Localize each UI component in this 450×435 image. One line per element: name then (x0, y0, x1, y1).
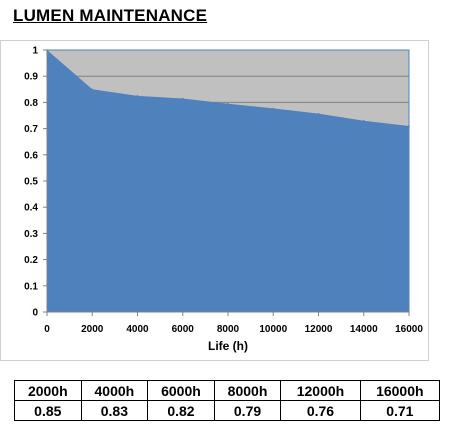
table-header-cell: 6000h (147, 380, 215, 401)
x-axis-title: Life (h) (208, 339, 248, 353)
y-tick-label: 0.7 (24, 124, 38, 135)
chart-title: LUMEN MAINTENANCE (13, 6, 208, 25)
y-tick-label: 0.5 (24, 177, 38, 188)
data-point (362, 119, 365, 122)
x-tick-label: 2000 (81, 324, 104, 335)
y-tick-label: 0.1 (24, 281, 38, 292)
table-header-row: 2000h 4000h 6000h 8000h 12000h 16000h (14, 380, 441, 401)
y-tick-label: 0.9 (24, 72, 38, 83)
table-value-cell: 0.83 (80, 400, 149, 421)
x-tick-label: 12000 (305, 324, 333, 335)
data-point (272, 107, 275, 110)
y-tick-label: 0.6 (24, 150, 38, 161)
table-header-cell: 12000h (280, 380, 361, 401)
y-tick-label: 0.2 (24, 255, 38, 266)
data-point (227, 102, 229, 105)
data-point (91, 88, 94, 91)
table-value-cell: 0.85 (14, 400, 82, 421)
y-tick-label: 0.8 (24, 98, 38, 109)
area-series (47, 50, 409, 312)
y-tick-label: 1 (32, 46, 38, 57)
data-point (136, 95, 139, 97)
chart-svg: 0 0.1 0.2 0.3 0.4 0.5 0.6 0.7 0.8 0.9 1 0 2000 4000 60… (0, 40, 429, 361)
table-value-cell: 0.79 (213, 400, 282, 421)
table-header-cell: 8000h (213, 380, 282, 401)
lumen-table: 2000h 4000h 6000h 8000h 12000h 16000h 0.… (14, 380, 441, 421)
x-tick-label: 10000 (259, 324, 287, 335)
y-tick-label: 0.4 (24, 203, 38, 214)
table-header-cell: 4000h (80, 380, 149, 401)
table-header-cell: 2000h (14, 380, 82, 401)
table-value-row: 0.85 0.83 0.82 0.79 0.76 0.71 (14, 400, 441, 421)
x-tick-label: 14000 (350, 324, 378, 335)
x-tick-label: 0 (44, 324, 50, 335)
table-value-cell: 0.82 (147, 400, 215, 421)
data-point (181, 97, 184, 100)
table-value-cell: 0.71 (359, 400, 441, 421)
x-tick-label: 16000 (395, 324, 423, 335)
table-header-cell: 16000h (359, 380, 441, 401)
y-tick-label: 0 (32, 308, 38, 319)
x-tick-label: 4000 (126, 324, 149, 335)
y-tick-label: 0.3 (24, 229, 38, 240)
lumen-maintenance-chart: 0 0.1 0.2 0.3 0.4 0.5 0.6 0.7 0.8 0.9 1 0 2000 4000 60… (0, 40, 430, 362)
chart-outer-border (0, 40, 429, 361)
x-tick-label: 6000 (172, 324, 195, 335)
data-point (317, 112, 320, 115)
table-value-cell: 0.76 (280, 400, 361, 421)
x-tick-label: 8000 (217, 324, 240, 335)
